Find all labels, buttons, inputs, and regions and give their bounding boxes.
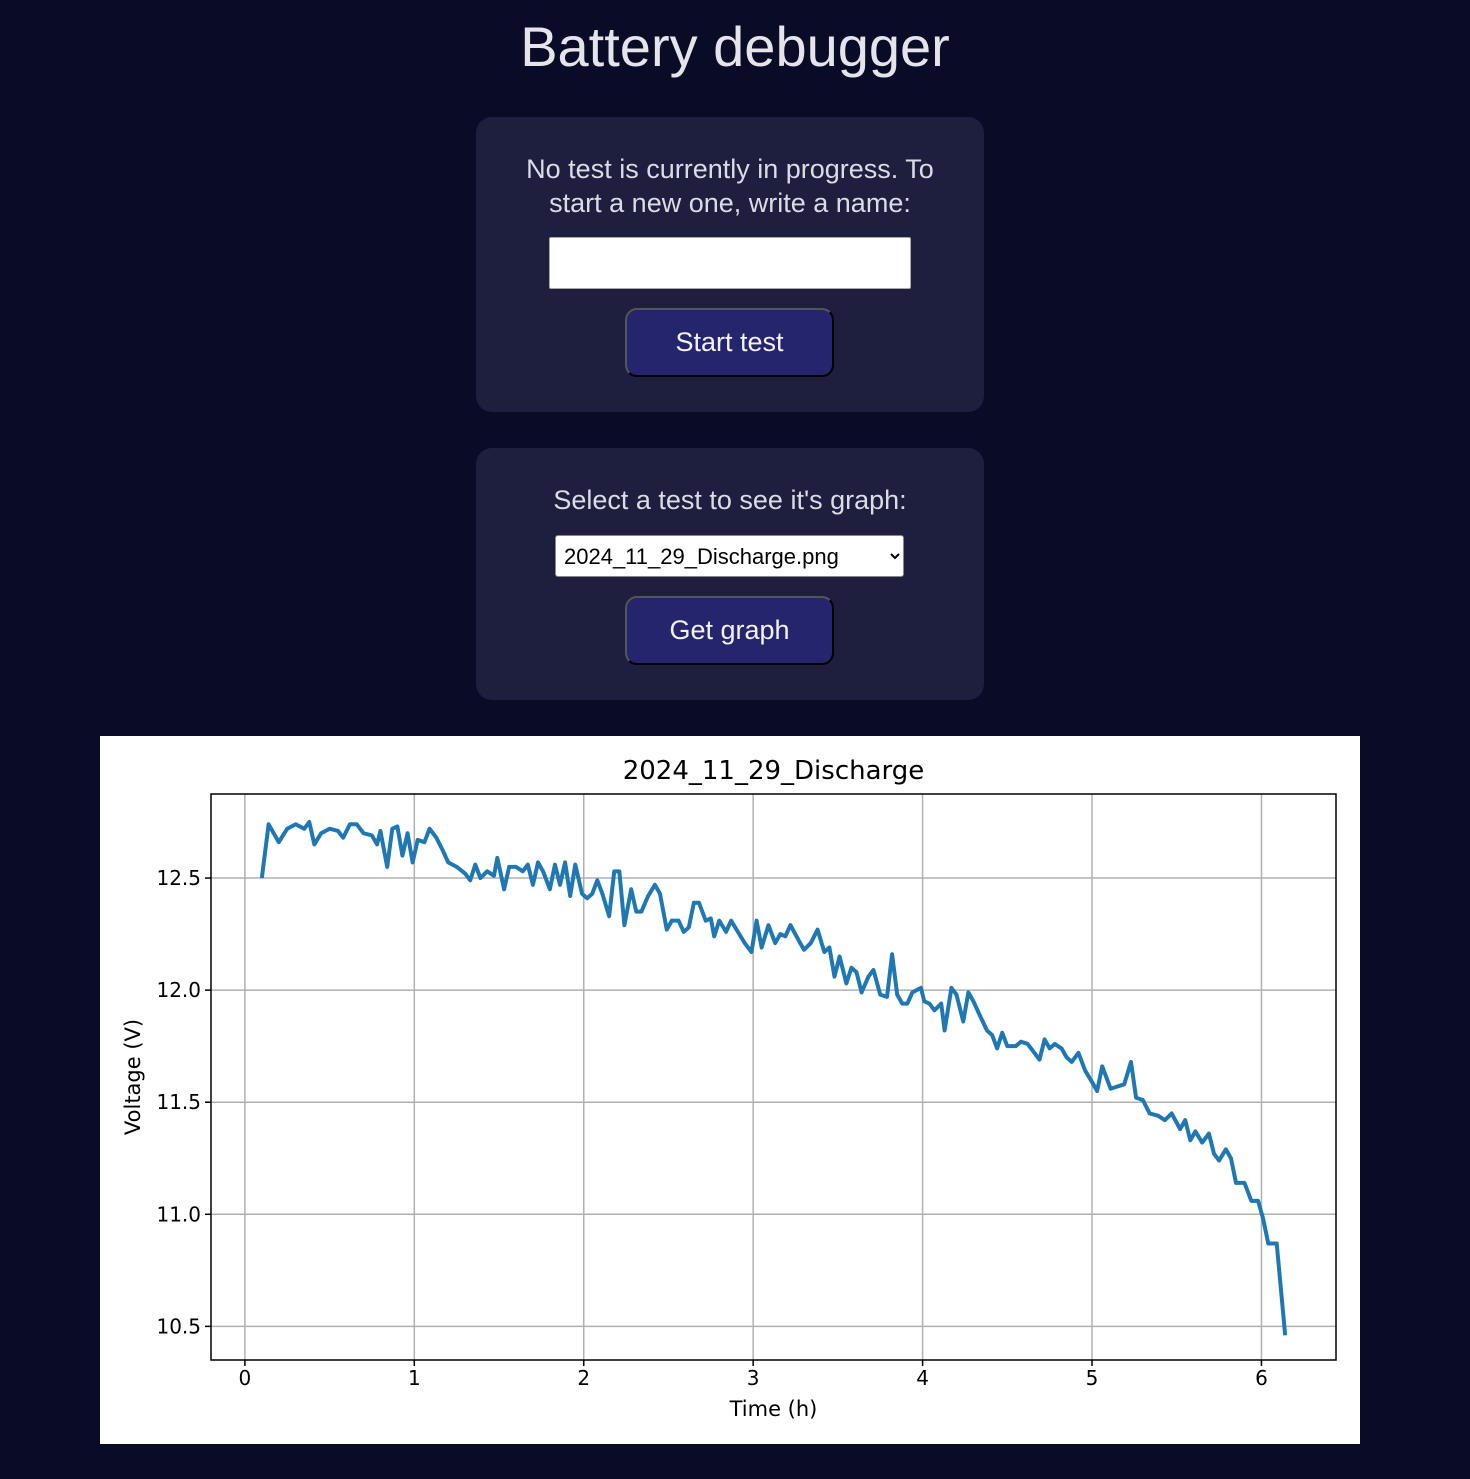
x-tick-label: 3	[747, 1366, 760, 1390]
chart-title: 2024_11_29_Discharge	[623, 756, 925, 786]
new-test-prompt: No test is currently in progress. To sta…	[526, 154, 934, 218]
new-test-panel: No test is currently in progress. To sta…	[476, 117, 984, 412]
x-axis-label: Time (h)	[729, 1397, 818, 1421]
chart: 0 1 2 3 4 5 6 12.5 12.0 11.5 11.0 10.5 2024_11_29_Di…	[100, 736, 1360, 1444]
x-tick-label: 0	[239, 1366, 252, 1390]
y-axis-label: Voltage (V)	[121, 1019, 145, 1135]
x-tick-label: 5	[1086, 1366, 1099, 1390]
y-tick-label: 11.0	[156, 1202, 201, 1226]
test-name-input[interactable]	[549, 237, 911, 289]
page-title: Battery debugger	[520, 15, 950, 78]
y-tick-label: 12.0	[156, 978, 201, 1002]
y-tick-label: 12.5	[156, 866, 201, 890]
test-select[interactable]: 2024_11_29_Discharge.png	[555, 535, 904, 577]
get-graph-button[interactable]: Get graph	[625, 596, 834, 665]
graph-select-prompt: Select a test to see it's graph:	[553, 485, 907, 515]
x-tick-label: 1	[408, 1366, 421, 1390]
x-tick-label: 2	[577, 1366, 590, 1390]
data-line	[259, 820, 1288, 1336]
y-tick-label: 10.5	[156, 1314, 201, 1338]
plot-frame	[210, 793, 1337, 1361]
start-test-button[interactable]: Start test	[625, 308, 834, 377]
graph-select-panel: Select a test to see it's graph: 2024_11…	[476, 448, 984, 700]
y-tick-label: 11.5	[156, 1090, 201, 1114]
x-tick-label: 4	[916, 1366, 929, 1390]
x-tick-label: 6	[1255, 1366, 1268, 1390]
